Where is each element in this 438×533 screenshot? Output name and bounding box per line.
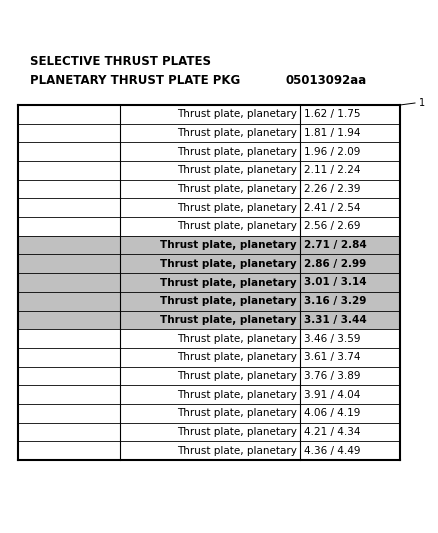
Bar xyxy=(18,254,400,273)
Text: 4.06 / 4.19: 4.06 / 4.19 xyxy=(304,408,360,418)
Text: Thrust plate, planetary: Thrust plate, planetary xyxy=(177,203,297,213)
Text: 1.62 / 1.75: 1.62 / 1.75 xyxy=(304,109,360,119)
Text: Thrust plate, planetary: Thrust plate, planetary xyxy=(160,240,297,250)
Text: Thrust plate, planetary: Thrust plate, planetary xyxy=(177,352,297,362)
Bar xyxy=(18,311,400,329)
Text: 4.21 / 4.34: 4.21 / 4.34 xyxy=(304,427,360,437)
Text: PLANETARY THRUST PLATE PKG: PLANETARY THRUST PLATE PKG xyxy=(30,74,240,87)
Text: 1.96 / 2.09: 1.96 / 2.09 xyxy=(304,147,360,157)
Text: 2.41 / 2.54: 2.41 / 2.54 xyxy=(304,203,360,213)
Text: 2.26 / 2.39: 2.26 / 2.39 xyxy=(304,184,360,194)
Text: Thrust plate, planetary: Thrust plate, planetary xyxy=(177,184,297,194)
Text: 1.81 / 1.94: 1.81 / 1.94 xyxy=(304,128,360,138)
Bar xyxy=(18,292,400,311)
Text: 3.46 / 3.59: 3.46 / 3.59 xyxy=(304,334,360,344)
Text: 2.11 / 2.24: 2.11 / 2.24 xyxy=(304,165,360,175)
Text: Thrust plate, planetary: Thrust plate, planetary xyxy=(177,221,297,231)
Text: 2.86 / 2.99: 2.86 / 2.99 xyxy=(304,259,366,269)
Bar xyxy=(18,273,400,292)
Text: Thrust plate, planetary: Thrust plate, planetary xyxy=(177,128,297,138)
Text: 4.36 / 4.49: 4.36 / 4.49 xyxy=(304,446,360,456)
Text: SELECTIVE THRUST PLATES: SELECTIVE THRUST PLATES xyxy=(30,55,211,68)
Text: Thrust plate, planetary: Thrust plate, planetary xyxy=(160,315,297,325)
Text: 05013092aa: 05013092aa xyxy=(285,74,366,87)
Text: 2.71 / 2.84: 2.71 / 2.84 xyxy=(304,240,367,250)
Text: Thrust plate, planetary: Thrust plate, planetary xyxy=(177,408,297,418)
Text: Thrust plate, planetary: Thrust plate, planetary xyxy=(177,165,297,175)
Text: Thrust plate, planetary: Thrust plate, planetary xyxy=(160,259,297,269)
Text: Thrust plate, planetary: Thrust plate, planetary xyxy=(177,147,297,157)
Bar xyxy=(18,236,400,254)
Text: 3.16 / 3.29: 3.16 / 3.29 xyxy=(304,296,366,306)
Text: 3.61 / 3.74: 3.61 / 3.74 xyxy=(304,352,360,362)
Text: Thrust plate, planetary: Thrust plate, planetary xyxy=(177,390,297,400)
Text: Thrust plate, planetary: Thrust plate, planetary xyxy=(160,278,297,287)
Text: Thrust plate, planetary: Thrust plate, planetary xyxy=(177,334,297,344)
Text: 3.91 / 4.04: 3.91 / 4.04 xyxy=(304,390,360,400)
Text: 3.76 / 3.89: 3.76 / 3.89 xyxy=(304,371,360,381)
Text: Thrust plate, planetary: Thrust plate, planetary xyxy=(177,446,297,456)
Text: 3.01 / 3.14: 3.01 / 3.14 xyxy=(304,278,367,287)
Text: Thrust plate, planetary: Thrust plate, planetary xyxy=(177,427,297,437)
Text: 3.31 / 3.44: 3.31 / 3.44 xyxy=(304,315,367,325)
Text: Thrust plate, planetary: Thrust plate, planetary xyxy=(160,296,297,306)
Text: 1: 1 xyxy=(419,98,425,108)
Text: 2.56 / 2.69: 2.56 / 2.69 xyxy=(304,221,360,231)
Text: Thrust plate, planetary: Thrust plate, planetary xyxy=(177,371,297,381)
Text: Thrust plate, planetary: Thrust plate, planetary xyxy=(177,109,297,119)
